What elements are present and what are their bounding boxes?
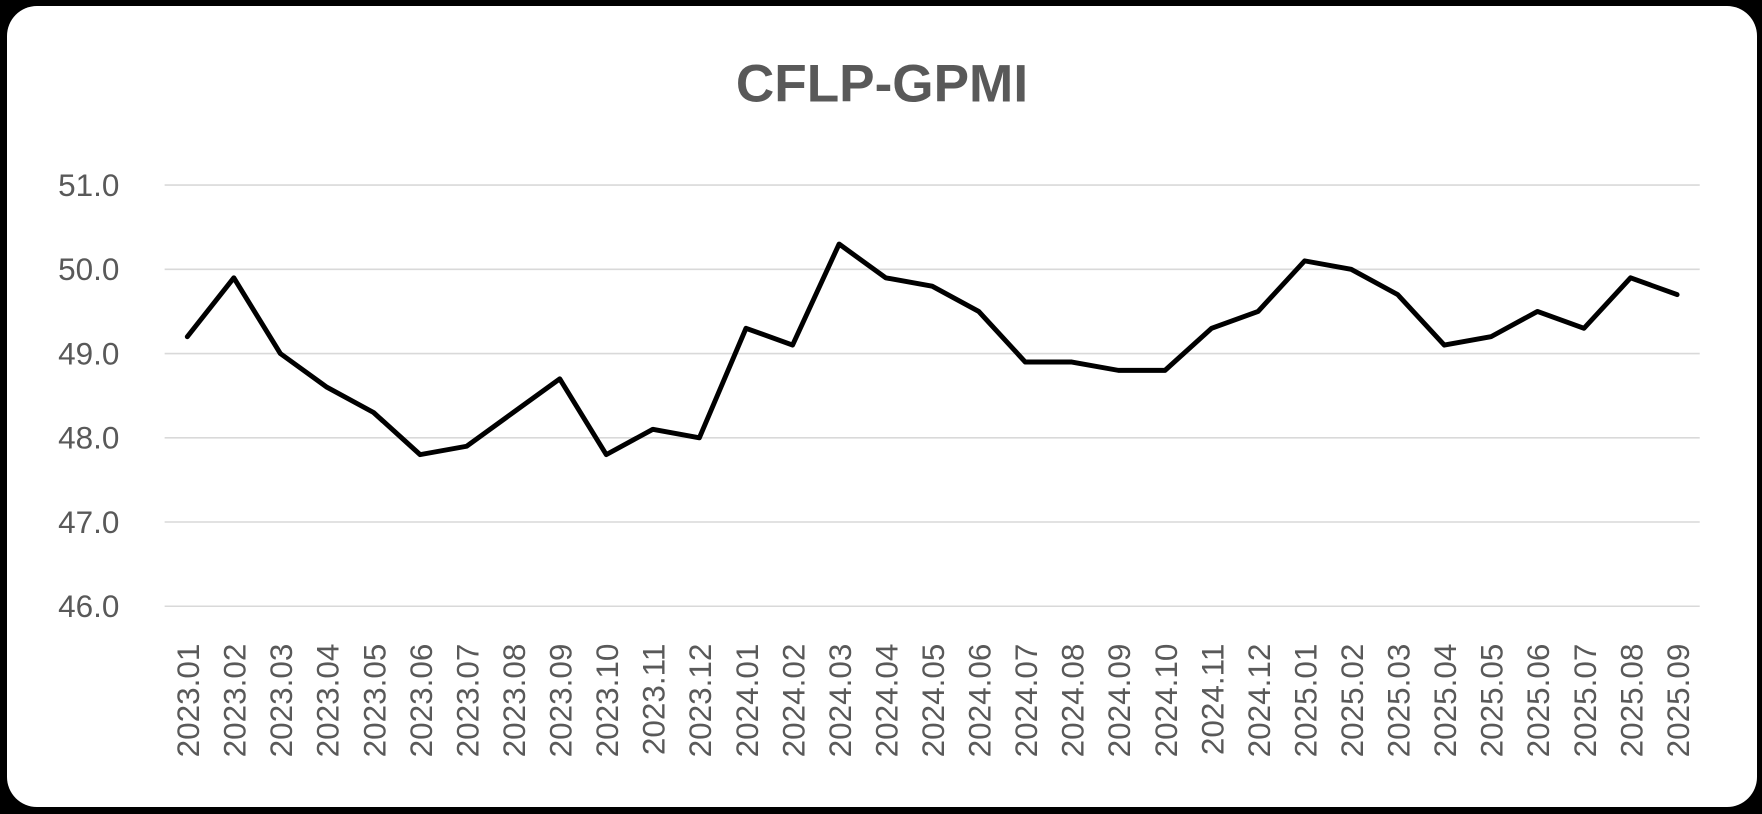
x-axis-tick-label: 2025.06 bbox=[1521, 644, 1556, 758]
x-axis-tick-label: 2024.12 bbox=[1242, 644, 1277, 758]
y-axis-tick-label: 50.0 bbox=[58, 252, 119, 287]
x-axis-tick-label: 2025.08 bbox=[1614, 644, 1649, 758]
x-axis-tick-label: 2023.06 bbox=[404, 644, 439, 758]
x-axis-tick-label: 2023.11 bbox=[637, 644, 672, 755]
x-axis-tick-label: 2025.04 bbox=[1428, 644, 1463, 758]
x-axis-tick-label: 2025.03 bbox=[1382, 644, 1417, 758]
x-axis-tick-label: 2024.07 bbox=[1009, 644, 1044, 758]
x-axis-tick-label: 2023.02 bbox=[218, 644, 253, 758]
x-axis-tick-label: 2023.12 bbox=[683, 644, 718, 758]
chart-title: CFLP-GPMI bbox=[736, 54, 1028, 113]
y-axis-tick-label: 46.0 bbox=[58, 589, 119, 624]
x-axis-tick-label: 2023.09 bbox=[544, 644, 579, 758]
x-axis-tick-label: 2025.02 bbox=[1335, 644, 1370, 758]
x-axis-tick-label: 2023.10 bbox=[590, 644, 625, 758]
x-axis-tick-label: 2024.10 bbox=[1149, 644, 1184, 758]
y-axis-tick-label: 47.0 bbox=[58, 505, 119, 540]
x-axis-tick-label: 2024.06 bbox=[963, 644, 998, 758]
x-axis-tick-label: 2023.04 bbox=[311, 644, 346, 758]
gridlines bbox=[164, 184, 1700, 608]
x-axis-tick-label: 2023.01 bbox=[171, 644, 206, 758]
x-axis-tick-label: 2023.03 bbox=[264, 644, 299, 758]
y-axis-tick-label: 48.0 bbox=[58, 421, 119, 456]
x-axis-tick-label: 2024.11 bbox=[1195, 644, 1230, 755]
x-axis-tick-label: 2024.08 bbox=[1056, 644, 1091, 758]
line-chart: 51.050.049.048.047.046.0 2023.01 2023.02 2… bbox=[58, 54, 1700, 758]
x-axis-tick-label: 2024.03 bbox=[823, 644, 858, 758]
x-axis-tick-label: 2023.05 bbox=[357, 644, 392, 758]
x-axis-tick-label: 2024.01 bbox=[730, 644, 765, 758]
x-axis-tick-label: 2023.07 bbox=[450, 644, 485, 758]
x-axis-tick-label: 2023.08 bbox=[497, 644, 532, 758]
x-axis-tick-label: 2024.09 bbox=[1102, 644, 1137, 758]
x-axis-tick-label: 2025.05 bbox=[1475, 644, 1510, 758]
x-axis-labels: 2023.01 2023.02 2023.03 2023.04 2023.05 2023.… bbox=[171, 644, 1696, 758]
x-axis-tick-label: 2025.09 bbox=[1661, 644, 1696, 758]
x-axis-tick-label: 2024.04 bbox=[869, 644, 904, 758]
chart-card: 51.0 50.0 49.0 48.0 47.0 46.0 2023.01 2023.02 2… bbox=[7, 6, 1757, 807]
x-axis-tick-label: 2024.05 bbox=[916, 644, 951, 758]
y-axis-tick-label: 51.0 bbox=[58, 168, 119, 203]
y-axis-labels: 51.0 50.0 49.0 48.0 47.0 46.0 bbox=[58, 168, 119, 624]
x-axis-tick-label: 2024.02 bbox=[776, 644, 811, 758]
x-axis-tick-label: 2025.01 bbox=[1288, 644, 1323, 758]
data-line bbox=[184, 241, 1680, 458]
y-axis-tick-label: 49.0 bbox=[58, 336, 119, 371]
x-axis-tick-label: 2025.07 bbox=[1568, 644, 1603, 758]
